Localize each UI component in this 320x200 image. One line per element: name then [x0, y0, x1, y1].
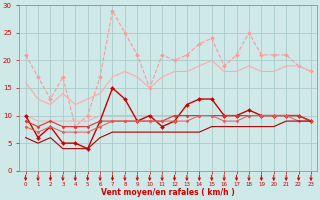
X-axis label: Vent moyen/en rafales ( km/h ): Vent moyen/en rafales ( km/h ): [101, 188, 235, 197]
